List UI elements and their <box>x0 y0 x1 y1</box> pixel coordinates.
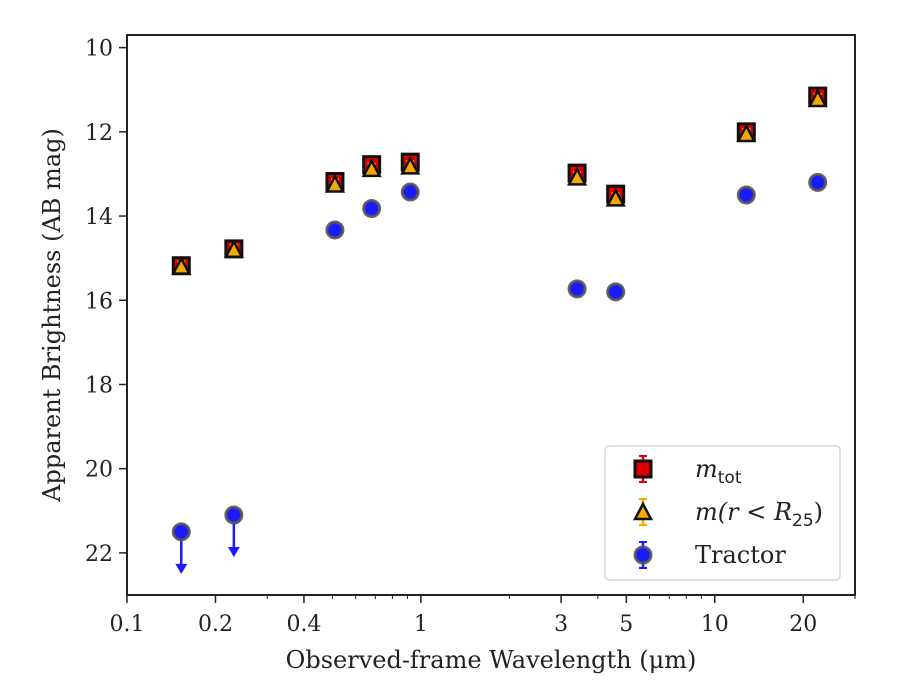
legend-label: mtot <box>695 455 742 488</box>
y-tick-label: 12 <box>85 121 113 146</box>
data-points <box>171 86 828 574</box>
y-tick-label: 14 <box>85 205 113 230</box>
x-axis-label: Observed-frame Wavelength (μm) <box>286 646 697 674</box>
x-tick-label: 3 <box>554 612 568 637</box>
y-tick-label: 20 <box>85 458 113 483</box>
legend-box <box>604 445 841 581</box>
legend-label: Tractor <box>695 541 786 569</box>
legend-label-main: m(r < R <box>695 498 792 526</box>
legend-label-main: m <box>695 455 718 483</box>
x-tick-label: 20 <box>789 612 817 637</box>
legend-label-tail: ) <box>814 498 823 526</box>
legend-label-subscript: 25 <box>792 511 814 531</box>
y-axis-label: Apparent Brightness (AB mag) <box>38 128 66 503</box>
x-tick-label: 1 <box>414 612 428 637</box>
x-tick-label: 10 <box>701 612 729 637</box>
x-tick-label: 0.2 <box>198 612 233 637</box>
legend-marker-circle <box>633 545 653 565</box>
plot-frame <box>126 34 856 596</box>
y-tick-label: 22 <box>85 542 113 567</box>
y-tick-label: 18 <box>85 373 113 398</box>
legend-label-subscript: tot <box>718 468 742 488</box>
x-tick-label: 5 <box>619 612 633 637</box>
legend: mtot m(r < R25) Tractor <box>604 445 841 581</box>
circle-limit-arrow-head <box>227 547 240 557</box>
y-tick-label: 16 <box>85 289 113 314</box>
legend-marker-triangle <box>632 501 654 521</box>
tick-labels: 0.1 0.2 0.4 1 3 5 10 20 10 12 14 16 18 20 22 <box>85 37 817 637</box>
x-tick-label: 0.4 <box>286 612 321 637</box>
legend-label-main: Tractor <box>695 541 786 569</box>
x-tick-label: 0.1 <box>110 612 145 637</box>
legend-marker-square <box>633 459 653 479</box>
legend-label: m(r < R25) <box>695 498 823 531</box>
y-tick-label: 10 <box>85 37 113 62</box>
circle-limit-arrow-head <box>175 563 188 574</box>
